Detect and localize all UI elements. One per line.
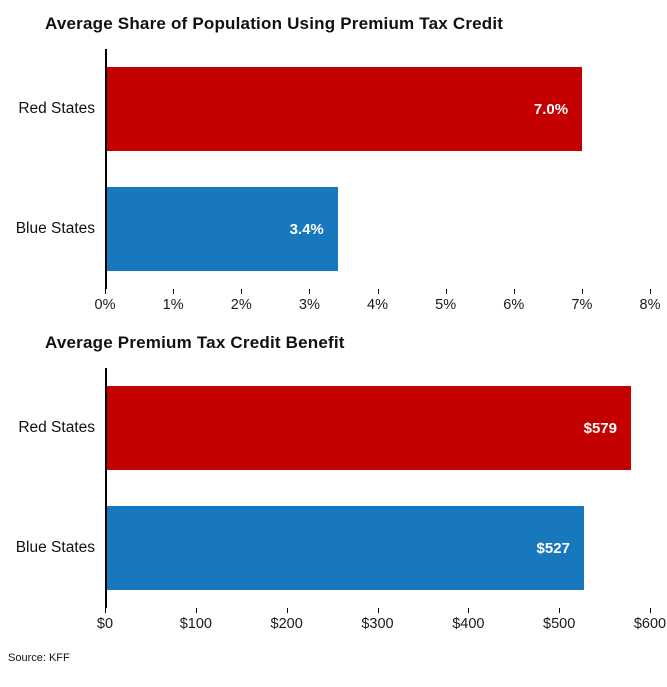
axis-tick-label: 2%	[230, 297, 252, 313]
axis-tick-mark	[559, 608, 561, 613]
x-axis: 0% 1% 2% 3% 4% 5% 6% 7% 8%	[95, 289, 660, 319]
axis-tick-mark	[377, 289, 379, 294]
category-label: Red States	[18, 100, 95, 117]
source-text: Source: KFF	[8, 652, 70, 664]
axis-tick-label: 7%	[571, 297, 593, 313]
plot-area: Red States $579 Blue States $527	[0, 368, 667, 608]
axis-tick-label: $100	[179, 616, 212, 632]
bar-row: Red States $579	[0, 368, 667, 488]
bar-value-label: 7.0%	[533, 100, 569, 118]
bar-value-label: $527	[536, 539, 570, 557]
chart-benefit-amount: Average Premium Tax Credit Benefit Red S…	[0, 333, 667, 638]
axis-tick-label: $300	[361, 616, 394, 632]
bar-value-label: $579	[583, 419, 617, 437]
bar-red-states: 7.0%	[107, 67, 583, 151]
axis-tick-label: $0	[96, 616, 114, 632]
chart-population-share: Average Share of Population Using Premiu…	[0, 14, 667, 319]
axis-tick-mark	[241, 289, 243, 294]
plot-area: Red States 7.0% Blue States 3.4%	[0, 49, 667, 289]
bar-track: 7.0%	[105, 49, 650, 169]
axis-tick-label: 5%	[435, 297, 457, 313]
chart-title: Average Premium Tax Credit Benefit	[45, 333, 345, 352]
axis-tick-mark	[195, 608, 197, 613]
axis-tick-label: 4%	[367, 297, 388, 313]
axis-tick-mark	[309, 289, 311, 294]
axis-tick-mark	[581, 289, 583, 294]
bar-red-states: $579	[107, 386, 631, 470]
bar-track: 3.4%	[105, 169, 650, 289]
axis-tick-mark	[377, 608, 379, 613]
axis-tick-label: 8%	[639, 297, 661, 313]
axis-tick-mark	[468, 608, 470, 613]
bar-row: Blue States 3.4%	[0, 169, 667, 289]
bar-row: Blue States $527	[0, 488, 667, 608]
bar-blue-states: 3.4%	[107, 187, 338, 271]
bar-row: Red States 7.0%	[0, 49, 667, 169]
axis-tick-mark	[286, 608, 288, 613]
axis-tick-mark	[105, 608, 106, 613]
bar-value-label: 3.4%	[289, 220, 324, 238]
category-label: Blue States	[15, 539, 95, 556]
axis-tick-label: 3%	[298, 297, 320, 313]
category-label: Blue States	[15, 220, 95, 237]
axis-tick-mark	[105, 289, 106, 294]
axis-tick-mark	[650, 289, 651, 294]
bar-track: $527	[105, 488, 650, 608]
axis-tick-label: $600	[633, 616, 667, 632]
axis-tick-mark	[445, 289, 447, 294]
axis-tick-label: $200	[270, 616, 303, 632]
category-label: Red States	[18, 419, 95, 436]
axis-tick-label: 1%	[162, 297, 184, 313]
bar-blue-states: $527	[107, 506, 584, 590]
axis-tick-label: $400	[452, 616, 485, 632]
axis-tick-mark	[650, 608, 651, 613]
chart-title: Average Share of Population Using Premiu…	[45, 14, 504, 33]
axis-tick-label: $500	[543, 616, 576, 632]
axis-tick-label: 0%	[94, 297, 116, 313]
axis-tick-mark	[173, 289, 175, 294]
axis-tick-mark	[513, 289, 515, 294]
x-axis: $0 $100 $200 $300 $400 $500 $600	[97, 608, 666, 638]
bar-track: $579	[105, 368, 650, 488]
axis-tick-label: 6%	[503, 297, 525, 313]
